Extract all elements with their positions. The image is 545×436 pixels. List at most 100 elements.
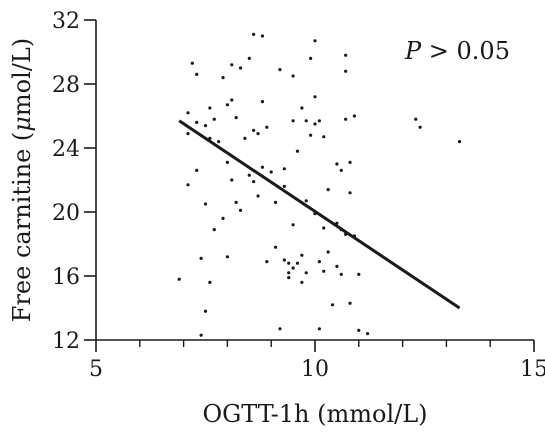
data-point bbox=[278, 327, 282, 331]
data-point bbox=[186, 132, 190, 136]
data-point bbox=[291, 266, 295, 270]
data-point bbox=[190, 61, 194, 65]
data-point bbox=[335, 162, 339, 166]
data-point bbox=[234, 200, 238, 204]
data-point bbox=[199, 333, 203, 337]
data-point bbox=[313, 95, 317, 99]
data-point bbox=[418, 125, 422, 129]
data-point bbox=[217, 140, 221, 144]
data-point bbox=[344, 69, 348, 73]
data-point bbox=[414, 117, 418, 121]
y-axis-label-prefix: Free carnitine ( bbox=[8, 132, 36, 323]
y-tick-label: 20 bbox=[52, 201, 80, 226]
data-point bbox=[260, 165, 265, 169]
data-point bbox=[295, 149, 300, 153]
data-point bbox=[344, 53, 348, 57]
data-point bbox=[322, 269, 326, 273]
data-point bbox=[282, 184, 286, 188]
data-point bbox=[208, 106, 212, 110]
data-point bbox=[330, 303, 335, 307]
data-point bbox=[208, 280, 212, 284]
data-point bbox=[300, 106, 304, 110]
x-tick-label: 15 bbox=[520, 357, 545, 382]
data-point bbox=[186, 183, 190, 187]
data-point bbox=[252, 128, 256, 132]
data-point bbox=[234, 116, 238, 120]
data-point bbox=[243, 136, 247, 140]
data-point bbox=[317, 327, 321, 331]
data-point bbox=[256, 194, 260, 198]
data-point bbox=[300, 280, 304, 284]
data-point bbox=[339, 168, 343, 172]
data-point bbox=[348, 191, 352, 195]
data-point bbox=[247, 173, 251, 177]
data-point bbox=[357, 272, 361, 276]
data-point bbox=[225, 255, 229, 259]
data-point bbox=[195, 168, 199, 172]
data-point bbox=[357, 328, 361, 332]
x-ticks: 5 10 15 bbox=[89, 340, 545, 382]
data-point bbox=[230, 178, 234, 182]
data-point bbox=[252, 32, 256, 37]
data-point bbox=[291, 119, 295, 123]
data-point bbox=[348, 160, 352, 164]
p-value-text: > 0.05 bbox=[421, 37, 510, 65]
y-axis-label-suffix: mol/L) bbox=[8, 38, 36, 116]
data-point bbox=[265, 260, 269, 264]
data-point bbox=[247, 56, 251, 61]
data-point bbox=[195, 120, 199, 124]
data-point bbox=[326, 250, 330, 254]
data-point bbox=[265, 125, 269, 129]
data-point bbox=[273, 245, 278, 249]
data-point bbox=[317, 119, 321, 123]
data-point bbox=[225, 160, 229, 164]
data-point bbox=[287, 276, 291, 280]
data-point bbox=[203, 124, 208, 128]
data-point bbox=[335, 264, 339, 268]
data-point bbox=[457, 140, 462, 144]
data-point bbox=[326, 188, 330, 192]
data-point bbox=[313, 122, 317, 126]
data-point bbox=[238, 66, 243, 70]
data-point bbox=[300, 253, 304, 257]
data-point bbox=[304, 199, 308, 203]
data-point bbox=[291, 223, 295, 227]
data-point bbox=[230, 98, 234, 102]
y-axis-label: Free carnitine (μmol/L) bbox=[8, 38, 36, 322]
data-point bbox=[260, 34, 265, 38]
data-point bbox=[348, 301, 352, 305]
data-point bbox=[199, 256, 203, 260]
data-point bbox=[295, 261, 300, 265]
y-ticks: 12 16 20 24 28 32 bbox=[52, 9, 96, 354]
y-tick-label: 12 bbox=[52, 329, 80, 354]
data-point bbox=[317, 260, 321, 264]
data-point bbox=[282, 258, 286, 262]
data-point bbox=[309, 56, 313, 61]
x-axis-label: OGTT-1h (mmol/L) bbox=[202, 400, 427, 428]
x-tick-label: 5 bbox=[89, 357, 103, 382]
p-value-annotation: P > 0.05 bbox=[404, 37, 510, 65]
data-point bbox=[203, 309, 208, 313]
y-tick-label: 32 bbox=[52, 9, 80, 34]
p-symbol: P bbox=[404, 37, 422, 65]
data-point bbox=[287, 261, 291, 265]
data-point bbox=[322, 226, 326, 230]
y-tick-label: 28 bbox=[52, 73, 80, 98]
data-point bbox=[322, 135, 326, 139]
data-point bbox=[195, 72, 199, 76]
data-point bbox=[212, 117, 216, 121]
data-point bbox=[365, 332, 370, 336]
data-point bbox=[221, 76, 225, 80]
data-point bbox=[177, 277, 181, 281]
data-point bbox=[309, 133, 313, 137]
data-point bbox=[304, 119, 308, 123]
data-point bbox=[212, 228, 216, 232]
data-point bbox=[273, 200, 278, 204]
data-point bbox=[269, 170, 273, 174]
trend-line bbox=[178, 119, 461, 310]
data-point bbox=[291, 74, 295, 78]
data-point bbox=[304, 271, 308, 275]
y-tick-label: 16 bbox=[52, 265, 80, 290]
data-point bbox=[313, 39, 317, 43]
